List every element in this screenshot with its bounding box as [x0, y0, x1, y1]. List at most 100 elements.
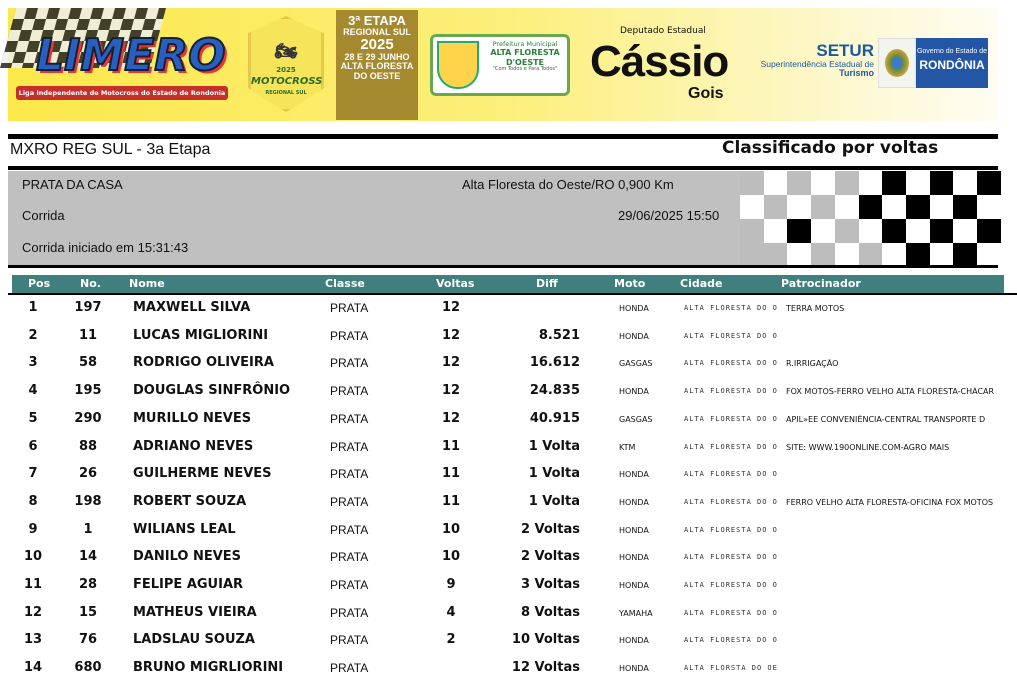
table-row: 3 58 RODRIGO OLIVEIRA PRATA 12 16.612 GASGAS AL… [0, 350, 1017, 376]
cell-moto: HONDA [619, 525, 649, 535]
checker-cell [929, 243, 954, 267]
cell-classe: PRATA [330, 605, 369, 620]
header-nome: Nome [129, 277, 165, 290]
cell-classe: PRATA [330, 633, 369, 648]
badge-title: MOTOCROSS [251, 76, 323, 87]
cell-nome: BRUNO MIGRLIORINI [133, 660, 284, 676]
cell-voltas: 12 [441, 355, 461, 371]
table-row: 7 26 GUILHERME NEVES PRATA 11 1 Volta HONDA ALT… [0, 461, 1017, 487]
cell-no: 195 [74, 383, 102, 399]
cell-diff: 1 Volta [528, 493, 580, 509]
rondonia-crest-icon [878, 38, 916, 88]
cell-voltas: 10 [441, 549, 461, 565]
limero-subtitle: Liga Independente de Motocross do Estado… [16, 86, 228, 100]
etapa-line: DO OESTE [353, 70, 401, 81]
cell-classe: PRATA [330, 384, 369, 399]
cell-pos: 3 [28, 355, 38, 371]
checker-cell [977, 243, 1001, 267]
checker-cell [740, 243, 764, 267]
checker-cell [977, 219, 1001, 243]
checker-cell [882, 219, 907, 243]
cell-nome: DANILO NEVES [133, 549, 242, 565]
header-classe: Classe [325, 277, 365, 290]
checker-cell [882, 195, 907, 219]
divider [8, 134, 998, 139]
cell-nome: MAXWELL SILVA [133, 300, 251, 315]
cell-classe: PRATA [330, 661, 369, 676]
cell-nome: WILIANS LEAL [133, 521, 236, 537]
prefeitura-logo: Prefeitura Municipal ALTA FLORESTA D'OES… [430, 34, 570, 96]
checker-cell [905, 243, 930, 267]
race-info-box: PRATA DA CASA Corrida Corrida iniciado e… [8, 171, 1001, 267]
setur-line: Turismo [839, 67, 874, 78]
governo-rondonia-logo: Governo do Estado de RONDÔNIA [916, 38, 988, 88]
cell-pos: 13 [23, 632, 43, 648]
cell-nome: GUILHERME NEVES [133, 466, 272, 482]
cell-diff: 8.521 [538, 327, 580, 343]
cell-patrocinador: TERRA MOTOS [786, 304, 845, 313]
header-diff: Diff [536, 277, 558, 290]
cell-diff: 24.835 [529, 383, 580, 399]
cell-diff: 16.612 [529, 355, 580, 371]
cell-cidade: ALTA FLORESTA DO O [684, 636, 778, 645]
checker-cell [787, 195, 812, 219]
cell-diff: 40.915 [529, 410, 580, 426]
table-row: 8 198 ROBERT SOUZA PRATA 11 1 Volta HONDA ALTA … [0, 489, 1017, 515]
cell-pos: 5 [28, 410, 38, 426]
start-time-label: Corrida iniciado em 15:31:43 [22, 240, 189, 255]
checker-cell [763, 195, 788, 219]
cell-cidade: ALTA FLORESTA DO O [684, 414, 778, 423]
checker-cell [882, 243, 907, 267]
cell-nome: DOUGLAS SINFRÔNIO [133, 383, 291, 399]
badge-year: 2025 [276, 66, 296, 74]
checker-cell [858, 195, 883, 219]
checker-cell [858, 243, 883, 267]
header-voltas: Voltas [436, 277, 475, 290]
checker-cell [929, 171, 954, 195]
etapa-line: 28 E 29 JUNHO [344, 51, 410, 62]
session-label: Corrida [22, 208, 65, 223]
cell-voltas: 12 [441, 410, 461, 426]
header-pos: Pos [28, 277, 51, 290]
prefeitura-line: ALTA FLORESTA [490, 48, 560, 58]
cell-moto: HONDA [619, 636, 649, 646]
cell-diff: 12 Voltas [511, 660, 580, 676]
governo-line: RONDÔNIA [919, 58, 985, 72]
checker-cell [811, 195, 836, 219]
cell-pos: 2 [28, 327, 38, 343]
cell-voltas: 12 [441, 383, 461, 399]
cell-nome: ROBERT SOUZA [133, 493, 247, 509]
cell-pos: 7 [28, 466, 38, 482]
etapa-line: 2025 [360, 36, 394, 54]
cell-no: 11 [78, 327, 98, 343]
table-row: 1 197 MAXWELL SILVA PRATA 12 HONDA ALTA FLORES… [0, 295, 1017, 321]
checker-cell [787, 243, 812, 267]
cell-moto: HONDA [619, 387, 649, 397]
divider [8, 293, 1017, 295]
prefeitura-line: Prefeitura Municipal [492, 40, 558, 48]
cell-pos: 14 [23, 660, 43, 676]
table-row: 13 76 LADSLAU SOUZA PRATA 2 10 Voltas HONDA ALT… [0, 627, 1017, 653]
motorcycle-icon: 🏍 [274, 41, 298, 62]
checker-cell [834, 171, 859, 195]
cell-pos: 1 [28, 300, 38, 315]
checker-cell [811, 243, 836, 267]
cell-moto: HONDA [619, 304, 649, 313]
deputado-label: Deputado Estadual [620, 26, 706, 36]
cell-moto: HONDA [619, 331, 649, 341]
cell-patrocinador: FERRO VELHO ALTA FLORESTA-OFICINA FOX MO… [786, 497, 994, 507]
prefeitura-line: D'OESTE [505, 57, 545, 67]
cell-diff: 1 Volta [528, 438, 580, 454]
cell-cidade: ALTA FLORSTA DO OE [684, 664, 778, 673]
checker-cell [740, 219, 764, 243]
governo-line: Governo do Estado de [916, 48, 988, 55]
table-row: 14 680 BRUNO MIGRLIORINI PRATA 12 Voltas HOND… [0, 655, 1017, 681]
table-row: 6 88 ADRIANO NEVES PRATA 11 1 Volta KTM ALTA FL… [0, 434, 1017, 460]
cell-pos: 4 [28, 383, 38, 399]
cell-classe: PRATA [330, 439, 369, 454]
checker-cell [740, 195, 764, 219]
event-title: MXRO REG SUL - 3a Etapa [10, 141, 211, 158]
cell-moto: HONDA [619, 581, 649, 590]
checker-cell [763, 243, 788, 267]
cell-no: 26 [78, 466, 98, 482]
